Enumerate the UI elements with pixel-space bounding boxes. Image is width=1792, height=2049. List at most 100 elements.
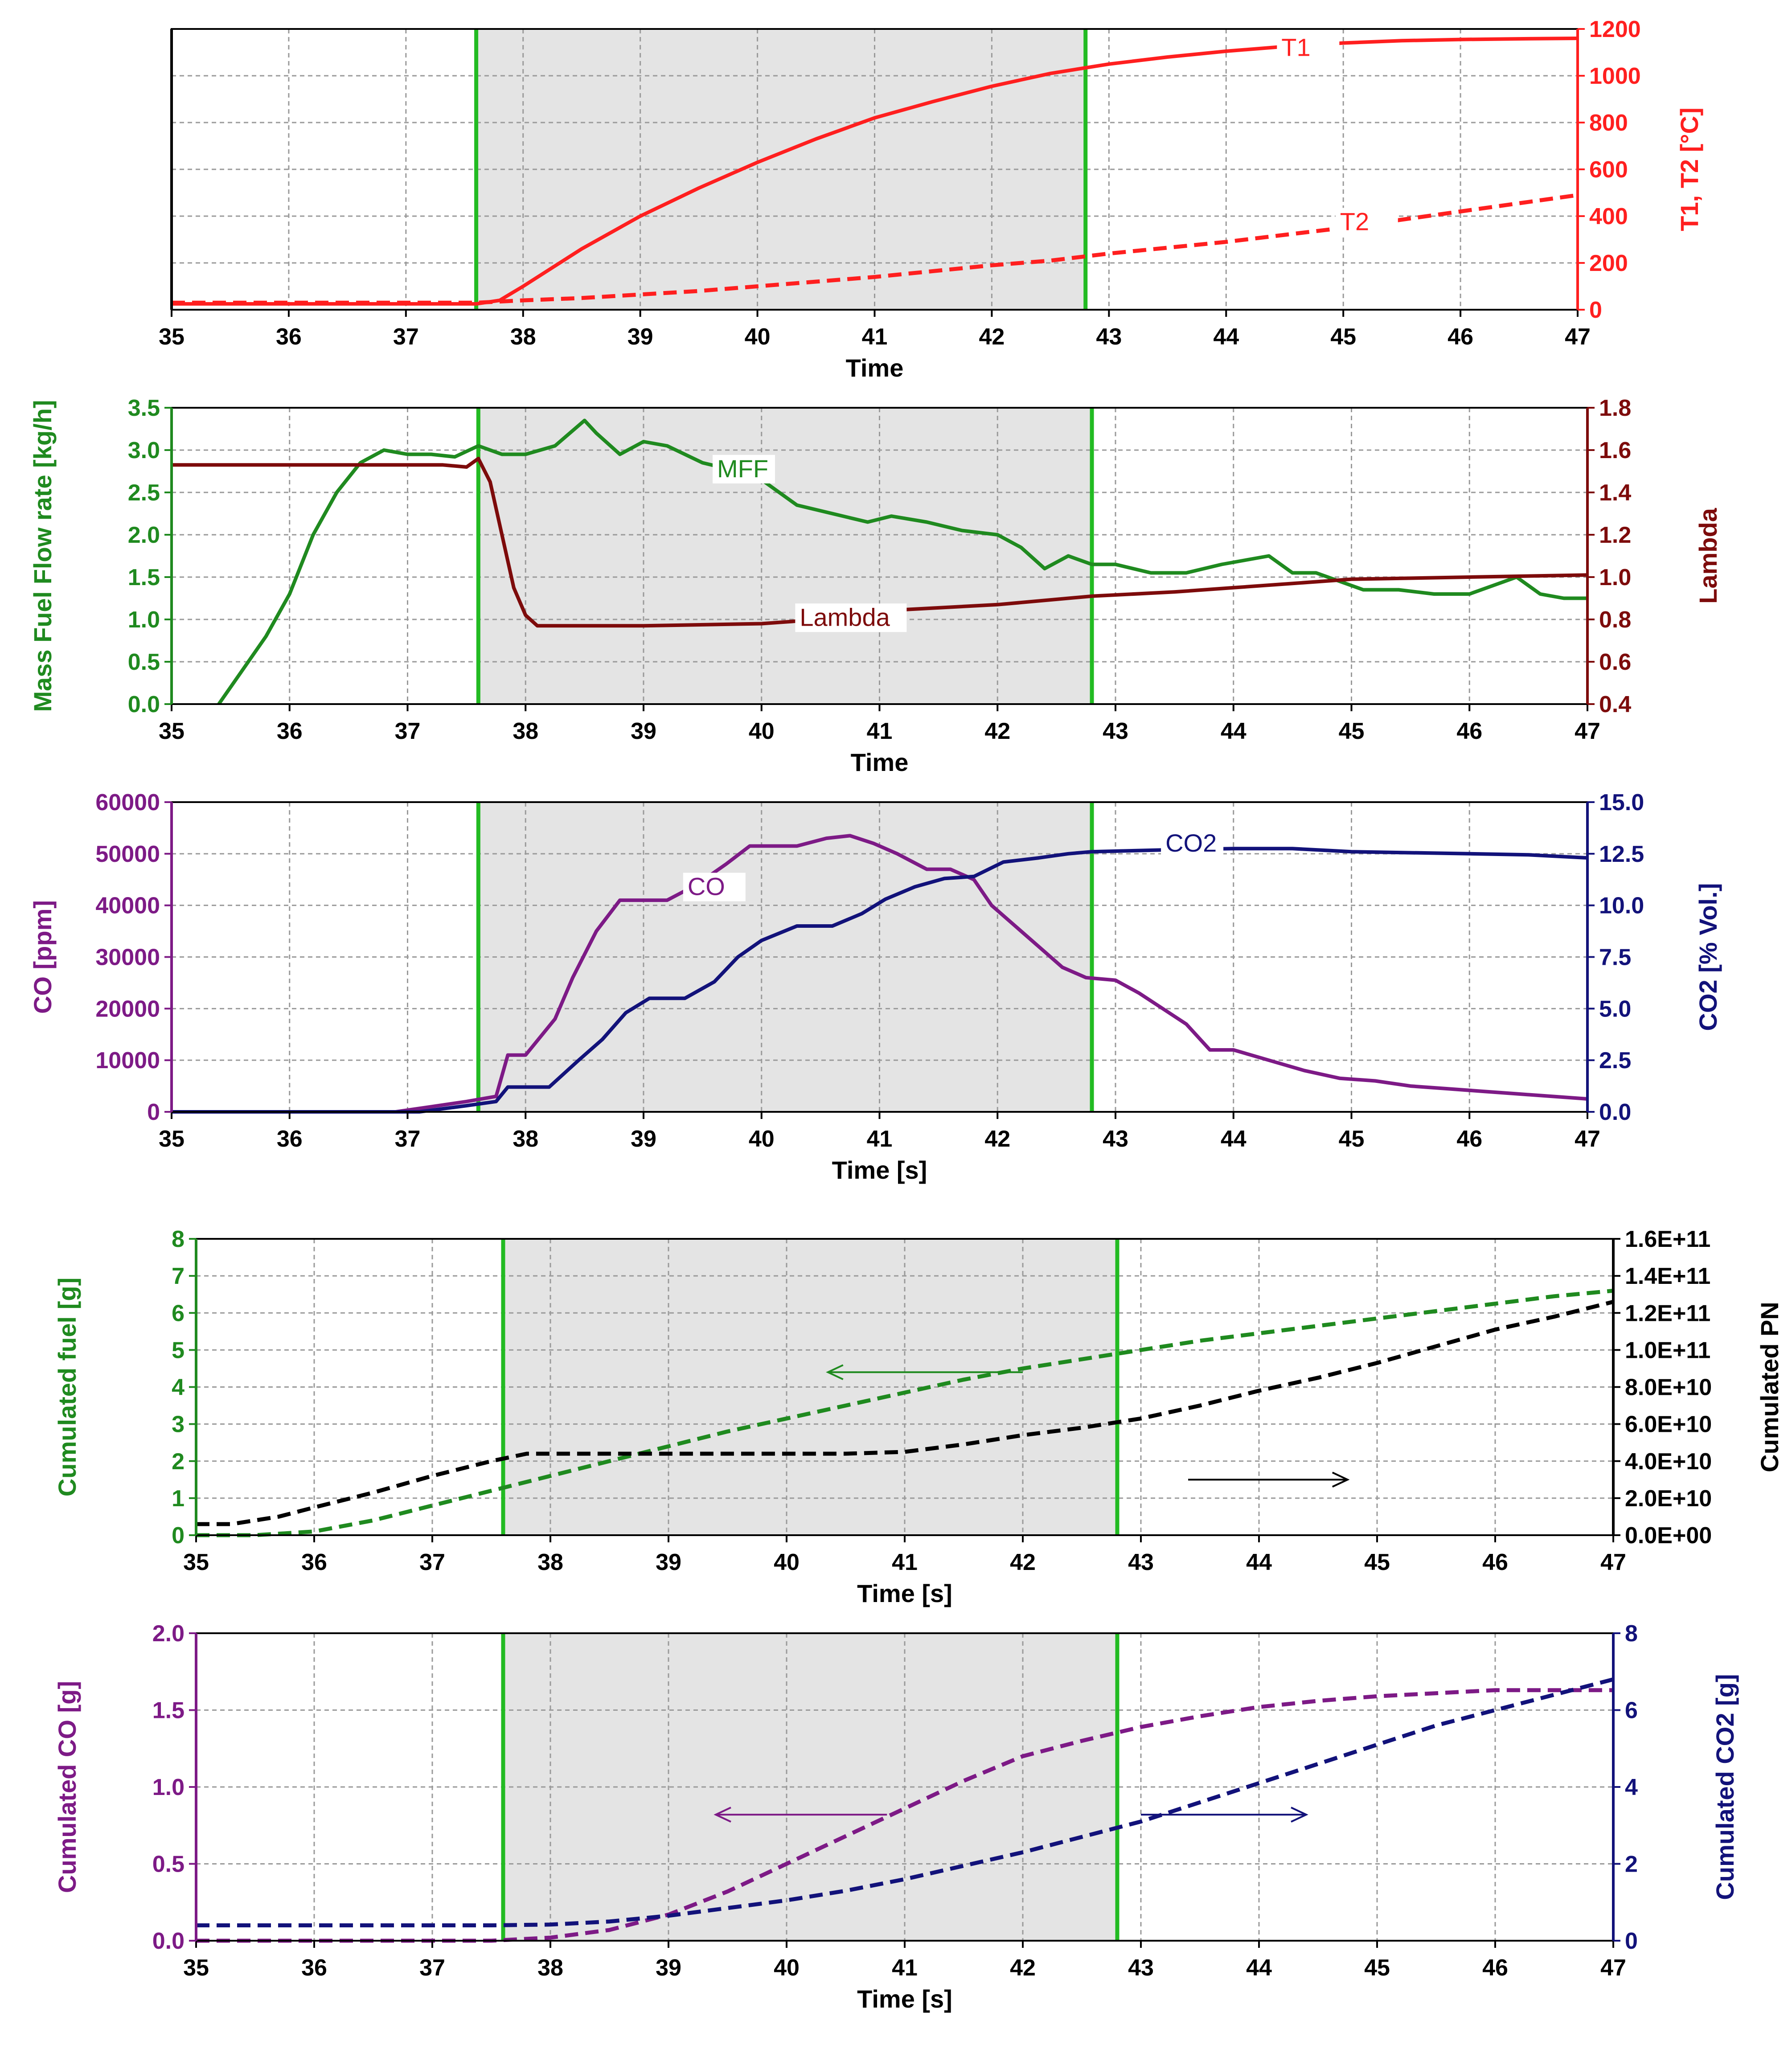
panel-temp: 35 36 37 38 39 40 41 42 43 44 45 46 470 200 400 600 800 1… <box>159 16 1703 382</box>
left-tick-label: 10000 <box>95 1048 160 1074</box>
x-tick-label: 37 <box>395 718 421 744</box>
right-tick-label: 4.0E+10 <box>1625 1449 1712 1475</box>
x-tick-label: 44 <box>1221 718 1247 744</box>
left-tick-label: 0 <box>172 1523 185 1549</box>
x-tick-label: 38 <box>537 1549 563 1575</box>
x-axis-label: Time [s] <box>857 1985 952 2013</box>
right-tick-label: 2 <box>1625 1852 1638 1877</box>
x-tick-label: 46 <box>1456 1126 1482 1152</box>
left-arrow-icon <box>826 1364 844 1381</box>
x-tick-label: 44 <box>1246 1549 1272 1575</box>
x-tick-label: 39 <box>631 1126 656 1152</box>
right-tick-label: 1.0E+11 <box>1625 1337 1710 1363</box>
right-tick-label: 1.2 <box>1599 522 1631 548</box>
right-axis-label: Lambda <box>1694 508 1722 604</box>
x-tick-label: 47 <box>1575 1126 1600 1152</box>
series-line-co2 <box>172 847 1588 1114</box>
left-tick-label: 4 <box>172 1375 185 1401</box>
left-tick-label: 5 <box>172 1337 185 1363</box>
x-tick-label: 45 <box>1339 718 1365 744</box>
right-axis-label: Cumulated PN <box>1755 1302 1784 1472</box>
x-tick-label: 45 <box>1364 1955 1390 1981</box>
x-tick-label: 36 <box>301 1955 327 1981</box>
x-tick-label: 44 <box>1246 1955 1272 1981</box>
panel-mff: 35 36 37 38 39 40 41 42 43 44 45 46 47 0.0 0.5 1.0 1.5 2.… <box>29 395 1722 776</box>
right-tick-label: 6.0E+10 <box>1625 1412 1712 1438</box>
x-tick-label: 43 <box>1128 1549 1154 1575</box>
x-tick-label: 39 <box>627 324 653 350</box>
panel-co: 35 36 37 38 39 40 41 42 43 44 45 46 47 0 10000 20000 300… <box>29 790 1722 1184</box>
x-tick-label: 42 <box>1010 1549 1036 1575</box>
series-line-t1 <box>172 37 1578 306</box>
annotation-bg <box>1161 829 1224 858</box>
right-tick-label: 8 <box>1625 1621 1638 1647</box>
right-tick-label: 0 <box>1625 1928 1638 1954</box>
right-tick-label: 1.2E+11 <box>1625 1300 1710 1326</box>
x-tick-label: 46 <box>1456 718 1482 744</box>
x-tick-label: 46 <box>1482 1955 1508 1981</box>
x-tick-label: 38 <box>537 1955 563 1981</box>
panel-cumfuel: 35 36 37 38 39 40 41 42 43 44 45 46 470123456780.0E+… <box>53 1226 1784 1607</box>
x-axis-label: Time [s] <box>857 1579 952 1607</box>
left-tick-label: 20000 <box>95 996 160 1022</box>
x-tick-label: 35 <box>183 1955 209 1981</box>
left-tick-label: 0.0 <box>128 692 160 717</box>
right-tick-label: 1000 <box>1589 63 1641 89</box>
right-tick-label: 6 <box>1625 1698 1638 1724</box>
left-tick-label: 6 <box>172 1300 185 1326</box>
x-tick-label: 38 <box>513 1126 538 1152</box>
annotation-bg <box>683 873 746 902</box>
x-tick-label: 37 <box>393 324 419 350</box>
left-tick-label: 3.5 <box>128 395 160 421</box>
left-tick-label: 40000 <box>95 893 160 919</box>
right-tick-label: 800 <box>1589 110 1628 136</box>
right-arrow-icon <box>1332 1471 1350 1488</box>
series-annotation: CO2 <box>1165 829 1217 857</box>
right-tick-label: 1.8 <box>1599 395 1631 421</box>
shaded-region <box>478 408 1092 704</box>
left-tick-label: 1.5 <box>152 1698 185 1724</box>
x-tick-label: 41 <box>862 324 888 350</box>
x-tick-label: 44 <box>1213 324 1239 350</box>
x-tick-label: 35 <box>183 1549 209 1575</box>
left-tick-label: 8 <box>172 1226 185 1252</box>
x-tick-label: 36 <box>277 1126 303 1152</box>
right-tick-label: 0.4 <box>1599 692 1631 717</box>
x-tick-label: 40 <box>774 1955 800 1981</box>
x-tick-label: 42 <box>979 324 1005 350</box>
x-tick-label: 43 <box>1096 324 1122 350</box>
x-tick-label: 44 <box>1221 1126 1247 1152</box>
x-tick-label: 40 <box>745 324 771 350</box>
x-tick-label: 41 <box>892 1549 918 1575</box>
left-axis-label: Cumulated fuel [g] <box>53 1278 81 1497</box>
right-tick-label: 1.4 <box>1599 480 1631 506</box>
right-tick-label: 1.0 <box>1599 565 1631 590</box>
x-tick-label: 47 <box>1600 1955 1626 1981</box>
series-line-cumulated-fuel <box>196 1288 1614 1537</box>
x-tick-label: 45 <box>1364 1549 1390 1575</box>
annotation-bg <box>713 455 775 484</box>
series-line-cumulated-co2 <box>196 1677 1614 1927</box>
left-tick-label: 1.0 <box>152 1774 185 1800</box>
x-tick-label: 41 <box>892 1955 918 1981</box>
left-axis-label: Mass Fuel Flow rate [kg/h] <box>29 400 57 712</box>
x-tick-label: 46 <box>1448 324 1473 350</box>
x-tick-label: 43 <box>1128 1955 1154 1981</box>
right-axis-label: CO2 [% Vol.] <box>1694 883 1722 1031</box>
right-tick-label: 600 <box>1589 157 1628 183</box>
right-tick-label: 1200 <box>1589 16 1641 42</box>
left-axis-label: CO [ppm] <box>29 900 57 1014</box>
x-tick-label: 42 <box>1010 1955 1036 1981</box>
x-tick-label: 36 <box>301 1549 327 1575</box>
left-tick-label: 1 <box>172 1486 185 1512</box>
series-annotation: MFF <box>717 455 768 483</box>
x-tick-label: 37 <box>419 1549 445 1575</box>
x-tick-label: 47 <box>1600 1549 1626 1575</box>
right-axis-label: T1, T2 [°C] <box>1675 107 1703 231</box>
x-tick-label: 39 <box>631 718 656 744</box>
right-tick-label: 1.4E+11 <box>1625 1263 1710 1289</box>
left-tick-label: 30000 <box>95 945 160 971</box>
left-tick-label: 0.0 <box>152 1928 185 1954</box>
x-tick-label: 37 <box>419 1955 445 1981</box>
